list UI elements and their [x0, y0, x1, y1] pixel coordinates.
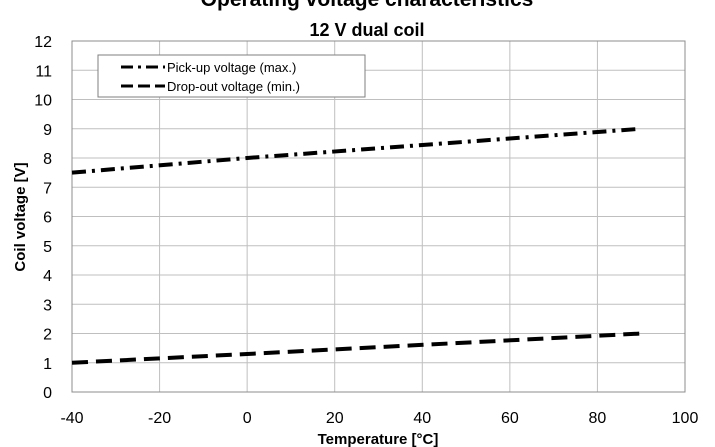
legend-label-dropout: Drop-out voltage (min.) [167, 79, 300, 94]
y-tick-label: 10 [34, 93, 52, 110]
x-tick-label: 60 [501, 410, 519, 427]
y-tick-label: 3 [43, 297, 52, 314]
plot-area [71, 40, 686, 393]
x-tick-label: -20 [148, 410, 171, 427]
y-axis-label: Coil voltage [V] [12, 162, 29, 271]
x-tick-label: 0 [243, 410, 252, 427]
x-axis-label: Temperature [°C] [318, 431, 439, 447]
y-tick-label: 5 [43, 239, 52, 256]
chart-subtitle: 12 V dual coil [309, 20, 424, 40]
y-tick-label: 0 [43, 385, 52, 402]
series-line-dropout [71, 331, 642, 365]
series-lines [71, 126, 642, 365]
y-tick-label: 12 [34, 34, 52, 51]
y-tick-label: 9 [43, 122, 52, 139]
y-tick-label: 11 [35, 63, 52, 80]
x-tick-label: 40 [413, 410, 431, 427]
y-tick-label: 6 [43, 210, 52, 227]
x-tick-label: -40 [60, 410, 83, 427]
x-tick-label: 20 [326, 410, 344, 427]
legend-label-pickup: Pick-up voltage (max.) [167, 60, 296, 75]
x-tick-label: 80 [589, 410, 607, 427]
grid-lines [72, 41, 685, 392]
series-line-pickup [71, 126, 642, 175]
y-tick-label: 4 [43, 268, 52, 285]
legend-box [97, 54, 366, 98]
x-tick-label: 100 [672, 410, 699, 427]
y-tick-label: 1 [43, 356, 52, 373]
y-tick-label: 7 [43, 180, 52, 197]
chart-title: Operating voltage characteristics [201, 0, 534, 11]
y-tick-label: 2 [43, 327, 52, 344]
y-tick-label: 8 [43, 151, 52, 168]
legend: Pick-up voltage (max.) Drop-out voltage … [97, 54, 366, 98]
